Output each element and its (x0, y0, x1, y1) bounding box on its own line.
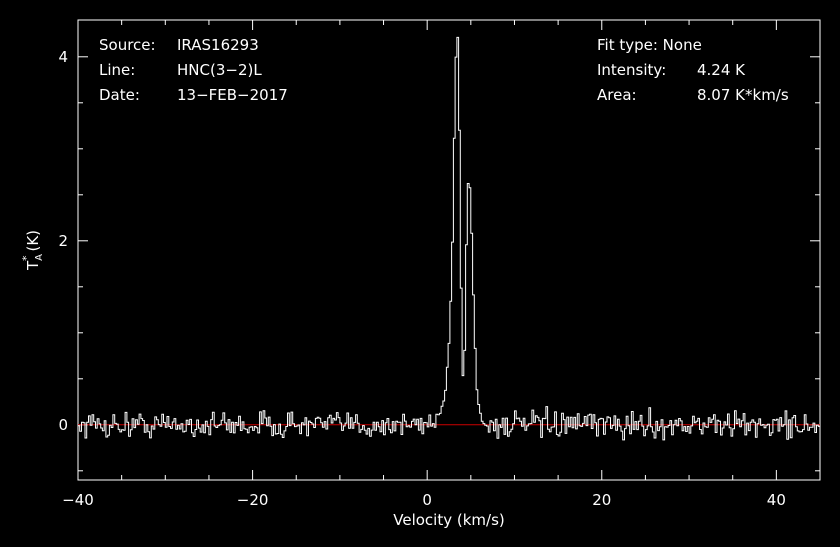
x-tick-label: −20 (237, 491, 269, 509)
y-axis-label-sup: * (20, 255, 33, 261)
source-value: IRAS16293 (177, 36, 259, 54)
y-tick-label: 2 (58, 232, 68, 250)
plot-frame (77, 19, 821, 481)
fit-type-text: Fit type: None (597, 36, 702, 54)
line-value: HNC(3−2)L (177, 61, 262, 79)
x-tick-label: 20 (592, 491, 611, 509)
intensity-value: 4.24 K (697, 61, 746, 79)
y-axis-label: TA* (K) (20, 230, 45, 271)
axis-tick-labels: −40 −20 0 20 40 0 2 4 (58, 48, 785, 509)
y-tick-label: 4 (58, 48, 68, 66)
date-value: 13−FEB−2017 (177, 86, 288, 104)
area-value: 8.07 K*km/s (697, 86, 789, 104)
intensity-label: Intensity: (597, 61, 666, 79)
axis-ticks (77, 20, 821, 480)
x-axis-label: Velocity (km/s) (393, 511, 504, 529)
spectrum-line (78, 36, 820, 441)
x-tick-label: 0 (422, 491, 432, 509)
y-axis-label-t: T (24, 260, 42, 271)
date-label: Date: (99, 86, 140, 104)
y-tick-label: 0 (58, 416, 68, 434)
y-axis-label-sub: A (34, 254, 45, 261)
svg-text:TA*(K): TA* (K) (20, 230, 45, 271)
x-tick-label: 40 (767, 491, 786, 509)
y-axis-label-unit: (K) (24, 230, 42, 252)
source-label: Source: (99, 36, 156, 54)
line-label: Line: (99, 61, 135, 79)
x-tick-label: −40 (62, 491, 94, 509)
area-label: Area: (597, 86, 637, 104)
